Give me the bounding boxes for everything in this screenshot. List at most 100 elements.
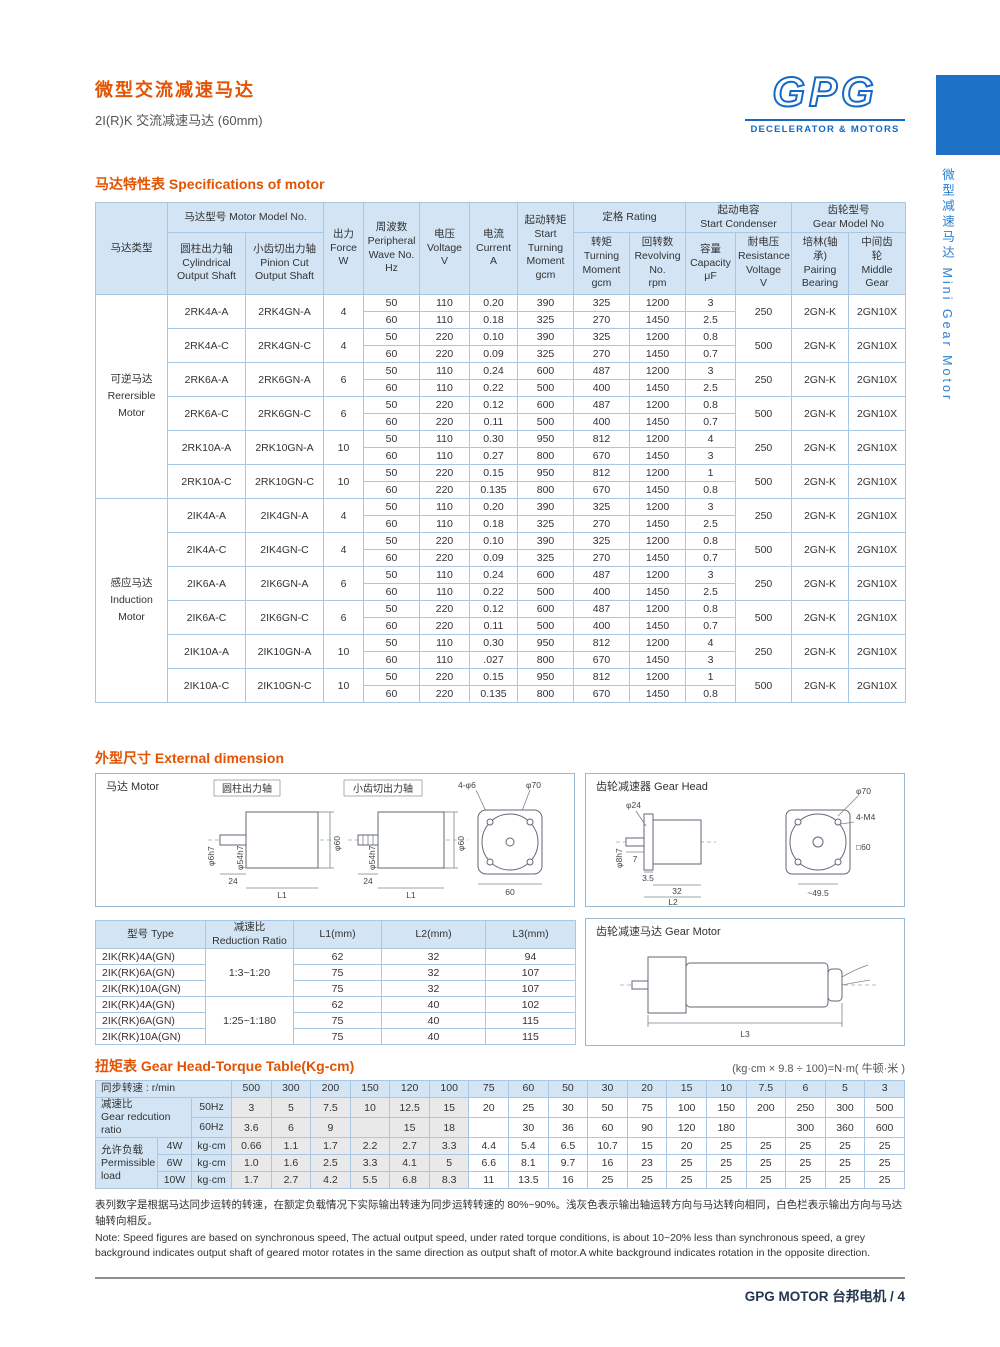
torque-value: 1.1 (270, 1137, 312, 1156)
model-cylindrical: 2IK4A-A (167, 498, 246, 533)
speed-header: 5 (824, 1080, 866, 1098)
logo-text: GPG (772, 70, 877, 114)
middle-gear-value: 2GN10X (847, 362, 907, 397)
spec-value: 50 (363, 668, 420, 686)
spec-value: 325 (517, 345, 574, 363)
force-value: 6 (323, 362, 364, 397)
load-row: 允许负载 Permissible load 4W kg·cm 0.66 1.1 1.7 2.… (95, 1137, 905, 1190)
torque-value: 23 (626, 1154, 668, 1173)
spec-value: 950 (517, 464, 574, 482)
spec-value: 1450 (629, 583, 686, 601)
torque-value: 25 (824, 1137, 866, 1156)
model-pinion: 2IK10GN-C (245, 668, 324, 703)
gearmotor-drawing-icon: 齿轮减速马达 Gear Motor L3 (596, 924, 878, 1039)
ratio-value: 75 (626, 1096, 668, 1119)
dim-gm-total: L3 (740, 1029, 750, 1039)
torque-value: 25 (785, 1154, 826, 1173)
ratio-value: 180 (705, 1117, 747, 1139)
bearing-value: 2GN-K (791, 566, 849, 601)
spec-value: 50 (363, 362, 420, 380)
ratio-value: 20 (468, 1096, 510, 1119)
spec-value: 4 (685, 430, 736, 448)
spec-value: 325 (517, 311, 574, 329)
ratio-value: 100 (666, 1096, 707, 1119)
spec-value: 220 (419, 464, 470, 482)
spec-value: 487 (573, 600, 630, 618)
header-condenser: 起动电容 Start Condenser (685, 202, 792, 233)
dim-front-holes: 4-φ6 (458, 780, 476, 790)
spec-value: 390 (517, 328, 574, 346)
spec-value: 220 (419, 668, 470, 686)
spec-row: 60 220 0.135 800 670 1450 0.8 (96, 481, 906, 499)
spec-value: 400 (573, 583, 630, 601)
bearing-value: 2GN-K (791, 362, 849, 397)
spec-value: 50 (363, 294, 420, 312)
force-value: 10 (323, 464, 364, 499)
torque-value: 8.3 (428, 1171, 470, 1190)
gearhead-drawing-box: 齿轮减速器 Gear Head φ24 φ8h7 7 3.5 32 L2 φ70… (585, 773, 905, 907)
spec-value: 325 (517, 549, 574, 567)
spec-value: 60 (363, 685, 420, 703)
dim-l1: 62 (293, 948, 382, 966)
spec-value: 0.20 (469, 498, 518, 516)
brand-logo: GPG DECELERATOR & MOTORS (745, 67, 905, 135)
spec-value: 220 (419, 396, 470, 414)
dim-type: 2IK(RK)10A(GN) (95, 1028, 206, 1046)
torque-value: 1.0 (231, 1154, 272, 1173)
torque-value: 25 (705, 1137, 747, 1156)
torque-value: 25 (745, 1137, 787, 1156)
ratio-value: 15 (389, 1117, 430, 1139)
spec-value: 1450 (629, 447, 686, 465)
spec-value: 325 (573, 328, 630, 346)
torque-value: 25 (824, 1171, 866, 1190)
ratio-value: 150 (705, 1096, 747, 1119)
ratio-value: 300 (824, 1096, 866, 1119)
spec-value: 50 (363, 634, 420, 652)
middle-gear-value: 2GN10X (847, 430, 907, 465)
torque-value: 25 (666, 1154, 707, 1173)
dim-ratio: 1:3~1:20 (205, 948, 294, 998)
spec-value: 220 (419, 549, 470, 567)
spec-value: 812 (573, 464, 630, 482)
header-turning-moment: 转矩 Turning Moment gcm (573, 232, 630, 295)
dim-type: 2IK(RK)6A(GN) (95, 964, 206, 982)
load-row: 10W kg·cm 1.7 2.7 4.2 5.5 6.8 8.3 11 13.5 16 25 25 25… (96, 1171, 905, 1190)
spec-value: 3 (685, 447, 736, 465)
spec-value: 0.8 (685, 396, 736, 414)
model-cylindrical: 2IK4A-C (167, 532, 246, 567)
ratio-row: 减速比 Gear redcution ratio 50Hz 3 5 7.5 10 12.5 1… (95, 1096, 905, 1139)
power-label: 4W (157, 1137, 192, 1156)
spec-value: 500 (517, 583, 574, 601)
spec-row: 可逆马达 Rerersible Motor 2RK4A-A 2RK4GN-A 4 50 1… (95, 294, 907, 499)
spec-value: 1 (685, 464, 736, 482)
dim-ratio: 1:25~1:180 (205, 996, 294, 1046)
dim-l2: 40 (381, 1012, 486, 1030)
speed-header: 75 (468, 1080, 510, 1098)
ratio-value: 300 (785, 1117, 826, 1139)
spec-value: 1450 (629, 549, 686, 567)
dim-shaft-length-2: 24 (363, 876, 373, 886)
spec-value: 1200 (629, 396, 686, 414)
gearhead-drawing-icon: 齿轮减速器 Gear Head φ24 φ8h7 7 3.5 32 L2 φ70… (596, 779, 876, 907)
middle-gear-value: 2GN10X (847, 294, 907, 329)
dim-gh-front-pitch: ~49.5 (807, 888, 829, 898)
dim-l3: 102 (485, 996, 576, 1014)
dimension-row: 2IK(RK)6A(GN) 75 40 115 (95, 1012, 576, 1030)
spec-value: 2.5 (685, 379, 736, 397)
torque-value: 13.5 (508, 1171, 549, 1190)
dim-l1: 75 (293, 980, 382, 998)
page-title: 微型交流减速马达 (95, 80, 255, 100)
spec-value: 1200 (629, 532, 686, 550)
spec-value: 0.09 (469, 345, 518, 363)
motor-drawing-box: 马达 Motor 圆柱出力轴 小齿切出力轴 φ6h7 φ54h7 φ60 24 … (95, 773, 575, 907)
spec-row: 2IK6A-A 2IK6GN-A 6 50 110 0.24 600 487 1200 3 250 2… (96, 566, 907, 601)
spec-value: 487 (573, 566, 630, 584)
spec-value: 1200 (629, 498, 686, 516)
spec-value: 4 (685, 634, 736, 652)
torque-table-container: 同步转速 : r/min 500 300 200 150 120 100 75 60 50 30 2… (95, 1080, 905, 1190)
dimension-section-title: 外型尺寸 External dimension (95, 750, 285, 766)
spec-value: 812 (573, 668, 630, 686)
spec-value: 800 (517, 685, 574, 703)
bearing-value: 2GN-K (791, 430, 849, 465)
spec-value: 0.10 (469, 532, 518, 550)
